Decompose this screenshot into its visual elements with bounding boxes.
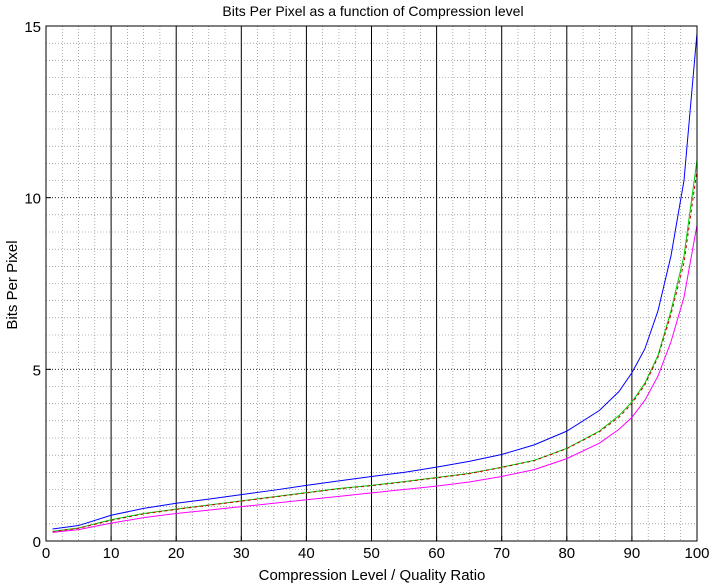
x-tick-label: 60 bbox=[428, 545, 445, 562]
x-tick-label: 80 bbox=[558, 545, 575, 562]
series-line-1 bbox=[52, 32, 698, 530]
x-tick-label: 100 bbox=[684, 545, 709, 562]
minor-grid bbox=[46, 26, 697, 541]
tick-marks bbox=[45, 25, 698, 542]
x-tick-label: 0 bbox=[42, 545, 50, 562]
x-tick-labels: 0 10 20 30 40 50 60 70 80 90 100 bbox=[42, 545, 710, 562]
x-tick-label: 30 bbox=[233, 545, 250, 562]
x-tick-label: 90 bbox=[624, 545, 641, 562]
y-tick-labels: 0 5 10 15 bbox=[24, 19, 41, 551]
x-tick-label: 50 bbox=[363, 545, 380, 562]
y-tick-label: 10 bbox=[24, 191, 41, 208]
series-line-4 bbox=[52, 225, 698, 533]
y-tick-label: 0 bbox=[33, 534, 41, 551]
series-line-3 bbox=[52, 170, 698, 533]
x-tick-label: 40 bbox=[298, 545, 315, 562]
x-tick-label: 70 bbox=[493, 545, 510, 562]
x-tick-label: 20 bbox=[168, 545, 185, 562]
major-grid bbox=[46, 26, 697, 541]
y-tick-label: 5 bbox=[33, 362, 41, 379]
series-lines bbox=[52, 32, 698, 533]
chart-title: Bits Per Pixel as a function of Compress… bbox=[222, 3, 523, 19]
x-tick-label: 10 bbox=[103, 545, 120, 562]
y-tick-label: 15 bbox=[24, 19, 41, 36]
x-axis-label: Compression Level / Quality Ratio bbox=[259, 567, 486, 584]
series-line-2 bbox=[52, 159, 698, 532]
y-axis-label: Bits Per Pixel bbox=[4, 240, 21, 329]
